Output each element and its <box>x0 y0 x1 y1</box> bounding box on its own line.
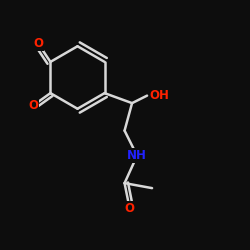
Text: OH: OH <box>150 89 170 102</box>
Text: O: O <box>28 99 38 112</box>
Text: O: O <box>124 202 134 215</box>
Text: NH: NH <box>127 149 147 162</box>
Text: O: O <box>33 36 43 50</box>
